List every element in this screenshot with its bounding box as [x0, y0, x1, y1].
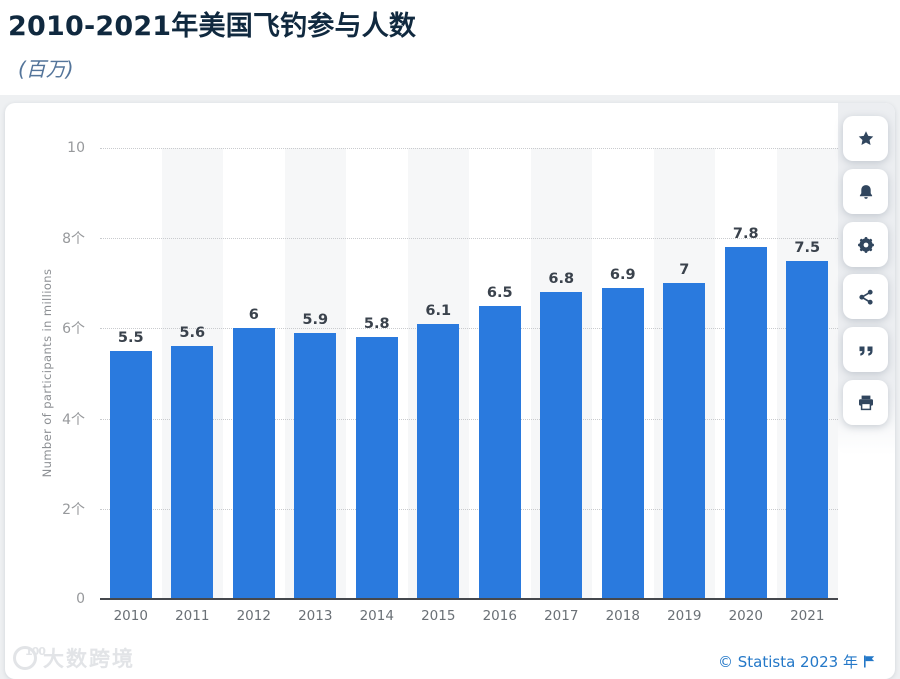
bar-2014[interactable]	[355, 337, 398, 599]
bar-value-label: 6.5	[486, 284, 513, 301]
bell-icon	[859, 184, 872, 199]
bar-column-2011: 5.6 2011	[162, 148, 224, 624]
x-axis-label: 2015	[421, 608, 456, 624]
bar-2021[interactable]	[786, 260, 829, 599]
bar-2016[interactable]	[478, 305, 521, 599]
share-button[interactable]	[843, 274, 888, 319]
x-axis-label: 2011	[175, 608, 210, 624]
watermark-logo-icon: 100	[13, 645, 46, 670]
gridline-8	[100, 238, 838, 240]
print-button[interactable]	[843, 380, 888, 425]
x-axis-label: 2012	[236, 608, 271, 624]
printer-icon	[858, 395, 873, 410]
bar-column-2015: 6.1 2015	[408, 148, 470, 624]
star-icon	[858, 130, 873, 145]
settings-button[interactable]	[843, 222, 888, 267]
bar-value-label: 7.5	[794, 239, 821, 256]
x-axis-label: 2014	[359, 608, 394, 624]
gridline-6	[100, 328, 838, 330]
bar-column-2013: 5.9 2013	[285, 148, 347, 624]
bar-2018[interactable]	[601, 287, 644, 599]
bar-value-label: 7	[679, 262, 690, 279]
bar-2020[interactable]	[724, 247, 767, 599]
plot-area: 5.5 2010 5.6 2011 6 2012 5.9 2013 5.8 2014 6.1 2015…	[100, 148, 839, 624]
gear-icon	[857, 236, 874, 253]
y-tick-label: 0	[76, 591, 85, 607]
page-header: 2010-2021年美国飞钓参与人数 (百万)	[0, 0, 900, 95]
favorite-button[interactable]	[843, 116, 888, 161]
bar-2015[interactable]	[417, 323, 460, 599]
bar-column-2021: 7.5 2021	[777, 148, 839, 624]
bar-column-2018: 6.9 2018	[592, 148, 654, 624]
bar-column-2010: 5.5 2010	[100, 148, 162, 624]
bar-column-2014: 5.8 2014	[346, 148, 408, 624]
x-axis-label: 2021	[790, 608, 825, 624]
bar-2012[interactable]	[232, 328, 275, 599]
x-axis-label: 2018	[605, 608, 640, 624]
bar-columns: 5.5 2010 5.6 2011 6 2012 5.9 2013 5.8 2014 6.1 2015…	[100, 148, 839, 624]
watermark: 100 大数跨境	[13, 643, 135, 673]
bar-value-label: 5.5	[117, 329, 144, 346]
x-axis-label: 2019	[667, 608, 702, 624]
page-title: 2010-2021年美国飞钓参与人数	[8, 11, 417, 42]
bar-value-label: 6.1	[425, 302, 452, 319]
bar-value-label: 6.9	[609, 266, 636, 283]
x-axis-line	[100, 598, 838, 600]
bar-column-2020: 7.8 2020	[715, 148, 777, 624]
bar-value-label: 6	[248, 307, 259, 324]
bar-2010[interactable]	[109, 350, 152, 599]
x-axis-label: 2013	[298, 608, 333, 624]
chart-subtitle: (百万)	[18, 57, 74, 81]
x-axis-label: 2016	[482, 608, 517, 624]
y-tick-label: 2个	[62, 501, 85, 518]
watermark-text: 大数跨境	[43, 647, 135, 671]
alerts-button[interactable]	[843, 169, 888, 214]
bar-column-2019: 7 2019	[654, 148, 716, 624]
bar-column-2016: 6.5 2016	[469, 148, 531, 624]
bar-2017[interactable]	[540, 292, 583, 599]
share-icon	[858, 289, 873, 305]
gridline-4	[100, 418, 838, 420]
bar-value-label: 5.6	[179, 325, 206, 342]
x-axis-label: 2010	[113, 608, 148, 624]
bar-2013[interactable]	[294, 332, 337, 599]
x-axis-label: 2017	[544, 608, 579, 624]
statista-copyright-link[interactable]: © Statista 2023 年	[718, 651, 875, 672]
chart-card: Number of participants in millions 5.5 20…	[5, 103, 895, 679]
y-tick-label: 6个	[62, 321, 85, 338]
cite-button[interactable]	[843, 327, 888, 372]
bar-value-label: 7.8	[732, 226, 759, 243]
x-axis-label: 2020	[728, 608, 763, 624]
bar-value-label: 6.8	[548, 271, 575, 288]
bar-column-2017: 6.8 2017	[531, 148, 593, 624]
flag-icon	[864, 655, 875, 668]
bar-2019[interactable]	[663, 283, 706, 599]
bar-value-label: 5.8	[363, 316, 390, 333]
y-axis-title: Number of participants in millions	[40, 268, 54, 478]
y-tick-label: 10	[67, 140, 85, 156]
copyright-text: © Statista 2023 年	[717, 653, 858, 671]
bar-value-label: 5.9	[302, 311, 329, 328]
gridline-10	[100, 148, 838, 149]
y-tick-label: 4个	[62, 411, 85, 428]
y-tick-label: 8个	[62, 231, 85, 248]
quote-icon	[859, 346, 872, 356]
bar-2011[interactable]	[171, 346, 214, 599]
bar-column-2012: 6 2012	[223, 148, 285, 624]
gridline-2	[100, 508, 838, 510]
